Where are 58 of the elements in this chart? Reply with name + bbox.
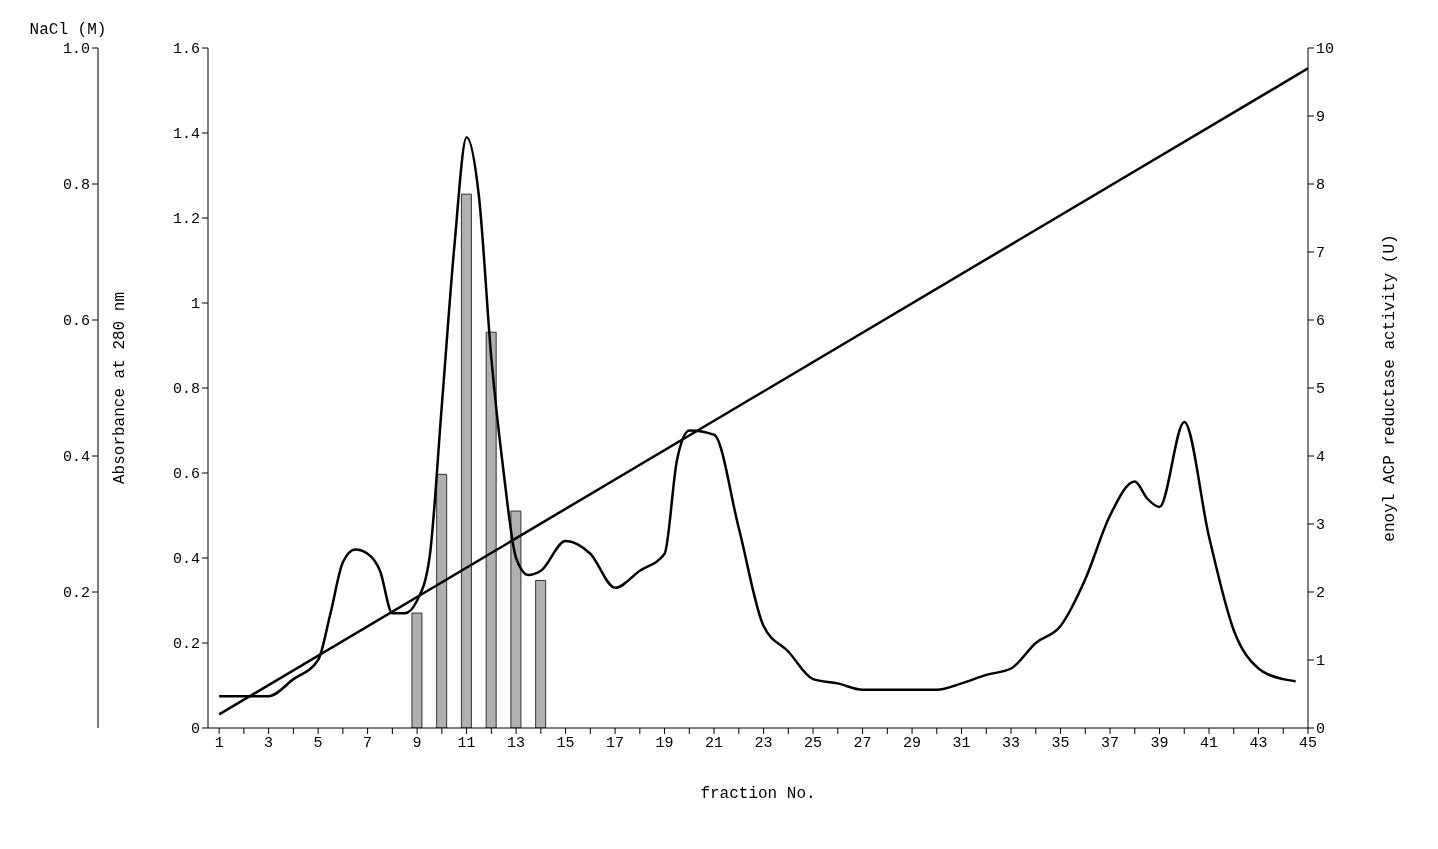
y-tick-label: 0 [190, 721, 200, 739]
x-tick-label: 27 [853, 734, 872, 752]
x-tick-label: 19 [655, 734, 674, 752]
x-tick-label: 17 [606, 734, 625, 752]
y3-tick-label: 0.8 [62, 177, 90, 195]
x-tick-label: 9 [412, 734, 422, 752]
x-axis-title: fraction No. [700, 785, 816, 803]
y2-tick-label: 10 [1316, 41, 1335, 59]
y2-tick-label: 5 [1316, 381, 1326, 399]
x-tick-label: 1 [214, 734, 224, 752]
x-tick-label: 43 [1249, 734, 1268, 752]
x-tick-label: 39 [1150, 734, 1169, 752]
y2-tick-label: 2 [1316, 585, 1326, 603]
y-tick-label: 0.2 [172, 636, 200, 654]
x-tick-label: 29 [903, 734, 922, 752]
y3-tick-label: 1.0 [62, 41, 90, 59]
x-tick-label: 13 [507, 734, 526, 752]
y2-tick-label: 1 [1316, 653, 1326, 671]
bar [510, 510, 522, 728]
x-tick-label: 35 [1051, 734, 1070, 752]
x-tick-label: 21 [705, 734, 724, 752]
y2-tick-label: 3 [1316, 517, 1326, 535]
x-tick-label: 33 [1002, 734, 1021, 752]
y-axis-title: Absorbance at 280 nm [110, 291, 129, 485]
y-tick-label: 1.6 [172, 41, 200, 59]
x-tick-label: 31 [952, 734, 971, 752]
y-tick-label: 1 [190, 296, 200, 314]
y3-axis-title: NaCl (M) [29, 21, 107, 39]
bar [436, 473, 448, 728]
y3-tick-label: 0.2 [62, 585, 90, 603]
y2-tick-label: 6 [1316, 313, 1326, 331]
y2-tick-label: 7 [1316, 245, 1326, 263]
y-tick-label: 0.6 [172, 466, 200, 484]
bar [485, 331, 497, 728]
x-tick-label: 23 [754, 734, 773, 752]
x-tick-label: 7 [363, 734, 373, 752]
y2-tick-label: 0 [1316, 721, 1326, 739]
y-tick-label: 1.4 [172, 126, 200, 144]
bar [411, 612, 423, 728]
y2-tick-label: 8 [1316, 177, 1326, 195]
x-tick-label: 15 [556, 734, 575, 752]
x-tick-label: 25 [804, 734, 823, 752]
x-tick-label: 37 [1101, 734, 1120, 752]
bar [460, 193, 472, 728]
y-tick-label: 0.8 [172, 381, 200, 399]
y2-tick-label: 4 [1316, 449, 1326, 467]
y2-axis-title: enoyl ACP reductase activity (U) [1380, 234, 1399, 542]
y3-tick-label: 0.4 [62, 449, 90, 467]
y-tick-label: 0.4 [172, 551, 200, 569]
y3-tick-label: 0.6 [62, 313, 90, 331]
y-tick-label: 1.2 [172, 211, 200, 229]
y2-tick-label: 9 [1316, 109, 1326, 127]
x-tick-label: 45 [1298, 734, 1318, 752]
x-tick-label: 5 [313, 734, 323, 752]
x-tick-label: 3 [264, 734, 274, 752]
bar [535, 579, 547, 728]
x-tick-label: 11 [457, 734, 476, 752]
x-tick-label: 41 [1200, 734, 1219, 752]
